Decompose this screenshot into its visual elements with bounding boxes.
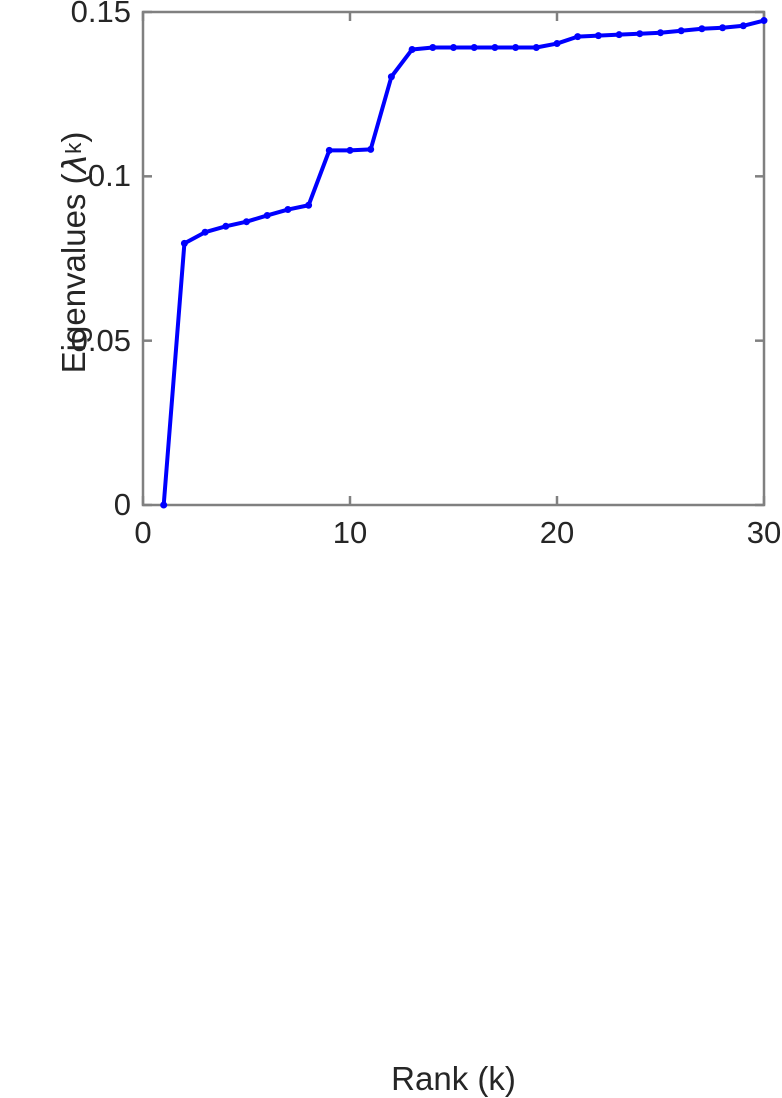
data-point-marker bbox=[325, 146, 333, 154]
data-point-marker bbox=[491, 44, 499, 51]
data-point-marker bbox=[387, 73, 395, 81]
data-point-marker bbox=[346, 146, 354, 154]
data-point-marker bbox=[615, 31, 623, 39]
axes-box bbox=[141, 10, 766, 507]
data-point-marker bbox=[470, 44, 478, 51]
data-point-marker bbox=[698, 25, 706, 33]
data-point-marker bbox=[719, 24, 727, 32]
x-tick-label: 20 bbox=[539, 515, 575, 550]
data-point-marker bbox=[180, 239, 188, 247]
data-point-marker bbox=[222, 222, 230, 230]
y-tick-label-group: 0 0.05 0.1 0.15 bbox=[0, 0, 131, 600]
data-point-marker bbox=[657, 29, 664, 37]
data-point-marker bbox=[636, 30, 644, 38]
data-point-marker bbox=[553, 40, 561, 48]
data-point-marker bbox=[408, 45, 416, 53]
x-axis-label: Rank (k) bbox=[391, 1060, 516, 1097]
data-point-marker bbox=[243, 218, 250, 226]
x-tick-label: 10 bbox=[332, 515, 368, 550]
data-point-marker bbox=[532, 44, 540, 51]
y-axis-ticks bbox=[143, 10, 764, 507]
y-tick-label: 0.1 bbox=[87, 158, 131, 194]
data-point-marker bbox=[305, 201, 313, 209]
data-point-marker bbox=[739, 22, 747, 30]
data-point-marker bbox=[677, 27, 685, 35]
x-tick-label-group: 0 10 20 30 bbox=[0, 515, 782, 555]
y-tick-label: 0.05 bbox=[70, 322, 131, 358]
line-chart-plot bbox=[141, 10, 768, 509]
x-tick-label: 30 bbox=[746, 515, 782, 550]
data-point-marker bbox=[450, 44, 457, 51]
axes-frame bbox=[141, 10, 766, 507]
data-point-marker bbox=[429, 44, 437, 51]
data-point-marker bbox=[760, 17, 768, 25]
data-point-marker bbox=[367, 145, 375, 153]
data-point-marker bbox=[574, 33, 582, 41]
data-point-marker bbox=[160, 501, 168, 509]
series-line bbox=[161, 18, 766, 507]
data-series-group bbox=[160, 17, 768, 509]
data-point-marker bbox=[594, 32, 602, 40]
data-point-marker bbox=[512, 44, 520, 51]
y-tick-label: 0.15 bbox=[70, 0, 131, 29]
x-tick-label: 0 bbox=[134, 515, 152, 550]
x-axis-ticks bbox=[141, 12, 766, 505]
data-point-marker bbox=[201, 228, 209, 236]
y-tick-label: 0 bbox=[113, 487, 131, 522]
data-point-marker bbox=[263, 211, 271, 219]
data-point-marker bbox=[284, 206, 292, 214]
